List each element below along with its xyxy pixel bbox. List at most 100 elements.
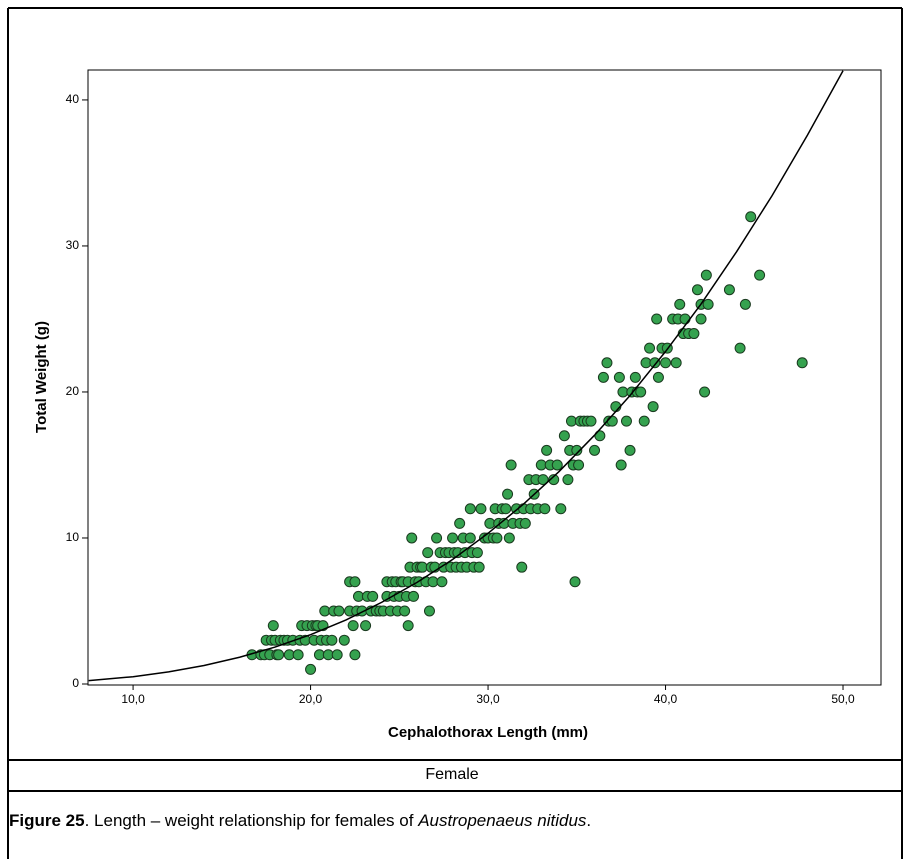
data-point bbox=[305, 663, 317, 675]
caption-species: Austropenaeus nitidus bbox=[417, 811, 587, 830]
y-tick-label: 30 bbox=[66, 238, 80, 252]
data-point bbox=[464, 532, 476, 544]
data-point bbox=[688, 328, 700, 340]
data-point bbox=[635, 386, 647, 398]
data-point bbox=[505, 459, 517, 471]
data-point bbox=[548, 474, 560, 486]
data-point bbox=[601, 357, 613, 369]
caption-text: . Length – weight relationship for femal… bbox=[85, 811, 419, 830]
panel-label: Female bbox=[425, 766, 478, 783]
x-tick-label: 30,0 bbox=[476, 692, 500, 706]
data-point bbox=[745, 211, 757, 223]
frame bbox=[7, 7, 903, 859]
data-point bbox=[500, 503, 512, 515]
data-point bbox=[796, 357, 808, 369]
data-point bbox=[519, 517, 531, 529]
data-point bbox=[569, 576, 581, 588]
fit-curve bbox=[88, 70, 844, 682]
data-point bbox=[326, 634, 338, 646]
data-point bbox=[571, 444, 583, 456]
data-point bbox=[503, 532, 515, 544]
data-point bbox=[475, 503, 487, 515]
data-point bbox=[454, 517, 466, 529]
data-point bbox=[502, 488, 514, 500]
data-point bbox=[406, 532, 418, 544]
data-point bbox=[338, 634, 350, 646]
data-point bbox=[652, 371, 664, 383]
caption-end: . bbox=[586, 811, 591, 830]
data-point bbox=[573, 459, 585, 471]
data-point bbox=[613, 371, 625, 383]
data-point bbox=[615, 459, 627, 471]
data-point bbox=[491, 532, 503, 544]
data-point bbox=[691, 284, 703, 296]
data-point bbox=[606, 415, 618, 427]
data-point bbox=[629, 371, 641, 383]
data-point bbox=[585, 415, 597, 427]
data-point bbox=[647, 401, 659, 413]
data-point bbox=[423, 605, 435, 617]
data-point bbox=[539, 503, 551, 515]
data-point bbox=[408, 590, 420, 602]
y-tick-label: 0 bbox=[72, 676, 79, 690]
x-tick-label: 50,0 bbox=[831, 692, 855, 706]
data-point bbox=[292, 649, 304, 661]
y-tick-label: 40 bbox=[66, 92, 80, 106]
data-point bbox=[723, 284, 735, 296]
data-point bbox=[638, 415, 650, 427]
data-point bbox=[651, 313, 663, 325]
data-point bbox=[447, 532, 459, 544]
data-point bbox=[597, 371, 609, 383]
data-point bbox=[422, 547, 434, 559]
data-point bbox=[367, 590, 379, 602]
data-point bbox=[349, 649, 361, 661]
data-point bbox=[402, 620, 414, 632]
data-point bbox=[558, 430, 570, 442]
x-tick-label: 20,0 bbox=[299, 692, 323, 706]
data-point bbox=[624, 444, 636, 456]
data-point bbox=[555, 503, 567, 515]
data-point bbox=[347, 620, 359, 632]
x-tick-label: 10,0 bbox=[121, 692, 145, 706]
data-point bbox=[537, 474, 549, 486]
x-tick-label: 40,0 bbox=[654, 692, 678, 706]
data-point bbox=[333, 605, 345, 617]
plot-area bbox=[87, 69, 882, 686]
data-point bbox=[360, 620, 372, 632]
data-point bbox=[436, 576, 448, 588]
data-point bbox=[399, 605, 411, 617]
data-point bbox=[331, 649, 343, 661]
caption: Figure 25. Length – weight relationship … bbox=[9, 811, 591, 830]
data-point bbox=[562, 474, 574, 486]
data-point bbox=[541, 444, 553, 456]
data-point bbox=[660, 357, 672, 369]
data-point bbox=[473, 561, 485, 573]
data-point bbox=[700, 269, 712, 281]
y-tick-label: 10 bbox=[66, 530, 80, 544]
data-point bbox=[551, 459, 563, 471]
data-point bbox=[702, 298, 714, 310]
data-point bbox=[644, 342, 656, 354]
data-point bbox=[739, 298, 751, 310]
data-point bbox=[267, 620, 279, 632]
caption-label: Figure 25 bbox=[9, 811, 85, 830]
data-point bbox=[516, 561, 528, 573]
data-point bbox=[471, 547, 483, 559]
data-point bbox=[734, 342, 746, 354]
data-point bbox=[670, 357, 682, 369]
data-point bbox=[589, 444, 601, 456]
data-point bbox=[349, 576, 361, 588]
data-point bbox=[431, 532, 443, 544]
y-axis-title: Total Weight (g) bbox=[33, 321, 50, 433]
data-point bbox=[464, 503, 476, 515]
y-tick-label: 20 bbox=[66, 384, 80, 398]
data-point bbox=[273, 649, 285, 661]
x-axis-title: Cephalothorax Length (mm) bbox=[388, 724, 588, 741]
data-point bbox=[620, 415, 632, 427]
data-point bbox=[695, 313, 707, 325]
data-point bbox=[754, 269, 766, 281]
data-point bbox=[674, 298, 686, 310]
data-point bbox=[649, 357, 661, 369]
